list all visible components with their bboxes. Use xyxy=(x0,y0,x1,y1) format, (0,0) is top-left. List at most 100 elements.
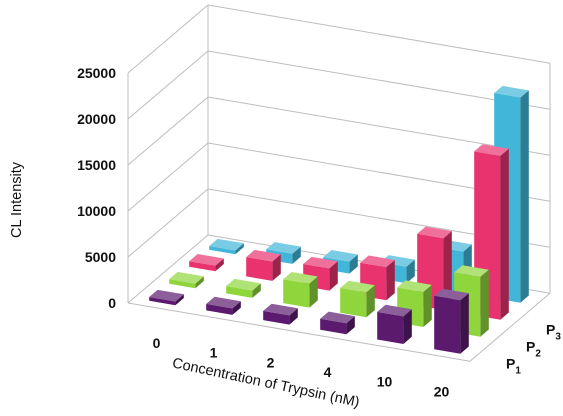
depth-tick-label: P2 xyxy=(526,339,541,360)
bar-top xyxy=(474,144,509,156)
y-tick-label: 25000 xyxy=(77,65,116,81)
bar-side xyxy=(480,269,489,337)
bar-top xyxy=(340,280,375,293)
bar-top xyxy=(417,226,452,239)
bar-side xyxy=(386,260,395,301)
bar-top xyxy=(494,85,529,98)
x-tick-label: 1 xyxy=(210,345,218,361)
bar-p3-0 xyxy=(189,254,224,272)
y-tick-label: 20000 xyxy=(77,111,116,127)
x-tick-label: 2 xyxy=(267,354,275,370)
bar-side xyxy=(520,90,529,303)
bar-side xyxy=(346,316,355,335)
x-axis-ticks: 0 1 2 4 10 20 xyxy=(153,335,450,400)
bar-side xyxy=(403,309,412,344)
bar-side xyxy=(232,301,241,315)
bar-p1-0 xyxy=(149,289,184,306)
gridline xyxy=(207,4,551,64)
bar-side xyxy=(500,148,509,320)
bar-top xyxy=(283,272,318,284)
x-tick-label: 0 xyxy=(153,335,161,351)
bar-side xyxy=(175,294,184,306)
bar-front xyxy=(169,279,196,289)
bar-top xyxy=(323,250,358,262)
gridline xyxy=(207,96,551,156)
bar-side xyxy=(292,246,301,264)
bar-p1-1 xyxy=(206,296,241,315)
y-tick-label: 15000 xyxy=(77,157,116,173)
bar-top xyxy=(454,265,489,277)
bar-p2-0 xyxy=(169,271,204,289)
bar-p1-20 xyxy=(434,288,469,354)
bar-p2-2 xyxy=(283,272,318,308)
bar-side xyxy=(309,276,318,308)
bar-side xyxy=(406,259,415,284)
bar-side xyxy=(235,243,244,255)
bar-side xyxy=(215,258,224,272)
depth-tick-label: P3 xyxy=(546,322,561,343)
bar-top xyxy=(209,238,244,251)
gridline xyxy=(127,234,209,304)
y-axis-title: CL Intensity xyxy=(9,161,25,238)
bar-side xyxy=(272,254,281,281)
gridline xyxy=(127,96,209,166)
bar-top xyxy=(377,304,412,317)
bar-side xyxy=(289,308,298,325)
bar-side xyxy=(460,293,469,354)
bar-side xyxy=(252,283,261,298)
x-tick-label: 20 xyxy=(434,383,450,399)
bar-side xyxy=(329,261,338,291)
bar-front xyxy=(320,318,347,335)
bar-front xyxy=(246,257,273,281)
bar-top xyxy=(380,255,415,267)
bar-front xyxy=(189,261,216,272)
bar-front xyxy=(283,279,310,308)
gridline xyxy=(127,4,209,74)
gridline xyxy=(127,50,209,120)
bar-p1-10 xyxy=(377,304,412,344)
bar-front xyxy=(226,286,253,298)
bar-p3-1 xyxy=(246,249,281,281)
bar-p1-2 xyxy=(263,303,298,325)
bar-top xyxy=(397,280,432,292)
chart-walls xyxy=(127,4,551,362)
bar-p2-1 xyxy=(226,278,261,298)
gridline xyxy=(127,142,209,212)
bar-top xyxy=(320,311,355,324)
y-tick-label: 0 xyxy=(108,295,116,311)
bar-top xyxy=(434,288,469,301)
bar-top xyxy=(266,242,301,254)
bar-front xyxy=(340,287,367,318)
bar-p2-4 xyxy=(340,280,375,318)
bar-top xyxy=(149,289,184,302)
depth-axis-ticks: P1P2P3P xyxy=(506,322,561,377)
y-tick-label: 10000 xyxy=(77,203,116,219)
x-tick-label: 4 xyxy=(324,364,332,380)
depth-tick-label: P1 xyxy=(506,356,521,377)
y-tick-label: 5000 xyxy=(85,249,116,265)
bar-front xyxy=(206,303,233,315)
bar-top xyxy=(360,255,395,268)
bars xyxy=(149,85,529,354)
x-tick-label: 10 xyxy=(377,374,393,390)
axis-line xyxy=(127,302,471,362)
bar-front xyxy=(149,297,176,306)
bar-top xyxy=(226,278,261,291)
bar-top xyxy=(263,303,298,316)
gridline xyxy=(207,50,551,110)
bar-side xyxy=(366,285,375,318)
bar-p-0 xyxy=(209,238,244,255)
bar-front xyxy=(377,311,404,344)
y-axis-ticks: 0 5000 10000 15000 20000 25000 xyxy=(77,65,116,311)
axis-line xyxy=(469,292,551,362)
bar-front xyxy=(209,246,236,255)
gridline xyxy=(127,188,209,258)
bar-top xyxy=(246,249,281,262)
bar-side xyxy=(349,254,358,274)
bar-front xyxy=(263,310,290,325)
bar-top xyxy=(189,254,224,266)
bar-top xyxy=(206,296,241,309)
bar-top xyxy=(169,271,204,284)
bar-p1-4 xyxy=(320,311,355,335)
